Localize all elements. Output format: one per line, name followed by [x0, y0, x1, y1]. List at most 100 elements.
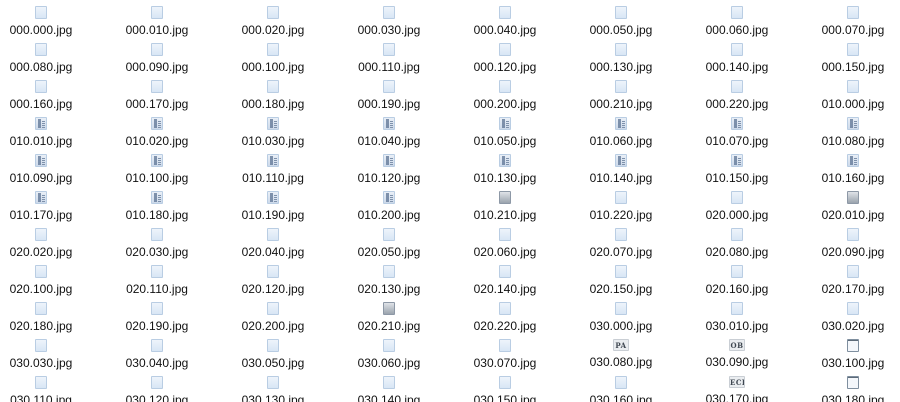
file-item[interactable]: 000.110.jpg — [331, 41, 447, 78]
image-thumbnail-icon — [267, 154, 279, 167]
file-item[interactable]: 020.180.jpg — [0, 300, 99, 337]
file-item[interactable]: 030.110.jpg — [0, 374, 99, 402]
file-item[interactable]: 020.170.jpg — [795, 263, 900, 300]
file-item[interactable]: 000.080.jpg — [0, 41, 99, 78]
file-item[interactable]: 000.220.jpg — [679, 78, 795, 115]
file-item[interactable]: 000.190.jpg — [331, 78, 447, 115]
file-item[interactable]: 020.070.jpg — [563, 226, 679, 263]
file-item[interactable]: PA 030.080.jpg — [563, 337, 679, 374]
file-item[interactable]: 020.200.jpg — [215, 300, 331, 337]
file-item[interactable]: 030.160.jpg — [563, 374, 679, 402]
file-item[interactable]: 010.140.jpg — [563, 152, 679, 189]
file-item[interactable]: 000.160.jpg — [0, 78, 99, 115]
file-item[interactable]: 020.110.jpg — [99, 263, 215, 300]
file-item[interactable]: 030.150.jpg — [447, 374, 563, 402]
file-item[interactable]: OB 030.090.jpg — [679, 337, 795, 374]
file-item[interactable]: 000.090.jpg — [99, 41, 215, 78]
file-item[interactable]: 000.150.jpg — [795, 41, 900, 78]
file-name: 000.110.jpg — [358, 60, 420, 74]
file-item[interactable]: 030.120.jpg — [99, 374, 215, 402]
file-item[interactable]: 010.110.jpg — [215, 152, 331, 189]
file-item[interactable]: 020.100.jpg — [0, 263, 99, 300]
file-item[interactable]: 010.020.jpg — [99, 115, 215, 152]
file-name: 020.030.jpg — [125, 245, 189, 259]
file-item[interactable]: 020.090.jpg — [795, 226, 900, 263]
file-name: 030.130.jpg — [241, 393, 305, 402]
file-name: 030.030.jpg — [9, 356, 73, 370]
file-item[interactable]: 030.180.jpg — [795, 374, 900, 402]
file-item[interactable]: 030.130.jpg — [215, 374, 331, 402]
file-item[interactable]: 000.030.jpg — [331, 4, 447, 41]
file-item[interactable]: 020.080.jpg — [679, 226, 795, 263]
image-thumbnail-icon — [499, 302, 511, 315]
file-item[interactable]: 030.060.jpg — [331, 337, 447, 374]
file-item[interactable]: 010.130.jpg — [447, 152, 563, 189]
file-item[interactable]: 000.060.jpg — [679, 4, 795, 41]
file-item[interactable]: 020.210.jpg — [331, 300, 447, 337]
file-item[interactable]: 020.060.jpg — [447, 226, 563, 263]
file-item[interactable]: 030.070.jpg — [447, 337, 563, 374]
file-item[interactable]: 000.020.jpg — [215, 4, 331, 41]
file-item[interactable]: 010.040.jpg — [331, 115, 447, 152]
file-name: 030.080.jpg — [589, 355, 653, 369]
file-item[interactable]: 010.150.jpg — [679, 152, 795, 189]
file-item[interactable]: 010.050.jpg — [447, 115, 563, 152]
file-item[interactable]: 010.000.jpg — [795, 78, 900, 115]
file-item[interactable]: 030.140.jpg — [331, 374, 447, 402]
file-item[interactable]: 030.040.jpg — [99, 337, 215, 374]
file-item[interactable]: 030.030.jpg — [0, 337, 99, 374]
file-item[interactable]: 030.010.jpg — [679, 300, 795, 337]
file-item[interactable]: 010.010.jpg — [0, 115, 99, 152]
file-item[interactable]: 030.050.jpg — [215, 337, 331, 374]
file-item[interactable]: 010.080.jpg — [795, 115, 900, 152]
file-item[interactable]: 010.220.jpg — [563, 189, 679, 226]
file-item[interactable]: 020.160.jpg — [679, 263, 795, 300]
file-item[interactable]: 020.010.jpg — [795, 189, 900, 226]
file-item[interactable]: 000.040.jpg — [447, 4, 563, 41]
file-item[interactable]: 010.170.jpg — [0, 189, 99, 226]
file-name: 030.010.jpg — [705, 319, 769, 333]
file-item[interactable]: ECI 030.170.jpg — [679, 374, 795, 402]
image-thumbnail-icon — [151, 339, 163, 352]
file-name: 020.000.jpg — [705, 208, 769, 222]
file-item[interactable]: 010.090.jpg — [0, 152, 99, 189]
file-item[interactable]: 000.180.jpg — [215, 78, 331, 115]
file-item[interactable]: 020.220.jpg — [447, 300, 563, 337]
file-item[interactable]: 010.060.jpg — [563, 115, 679, 152]
image-thumbnail-icon — [267, 302, 279, 315]
file-item[interactable]: 000.140.jpg — [679, 41, 795, 78]
file-item[interactable]: 000.100.jpg — [215, 41, 331, 78]
file-item[interactable]: 020.040.jpg — [215, 226, 331, 263]
file-item[interactable]: 000.050.jpg — [563, 4, 679, 41]
file-item[interactable]: 010.070.jpg — [679, 115, 795, 152]
file-item[interactable]: 020.020.jpg — [0, 226, 99, 263]
file-item[interactable]: 000.070.jpg — [795, 4, 900, 41]
file-item[interactable]: 020.000.jpg — [679, 189, 795, 226]
file-item[interactable]: 020.150.jpg — [563, 263, 679, 300]
file-item[interactable]: 000.170.jpg — [99, 78, 215, 115]
file-item[interactable]: 010.180.jpg — [99, 189, 215, 226]
file-item[interactable]: 000.200.jpg — [447, 78, 563, 115]
file-item[interactable]: 000.130.jpg — [563, 41, 679, 78]
file-item[interactable]: 030.000.jpg — [563, 300, 679, 337]
file-item[interactable]: 020.190.jpg — [99, 300, 215, 337]
file-item[interactable]: 010.120.jpg — [331, 152, 447, 189]
file-item[interactable]: 030.020.jpg — [795, 300, 900, 337]
file-item[interactable]: 000.000.jpg — [0, 4, 99, 41]
file-item[interactable]: 010.210.jpg — [447, 189, 563, 226]
file-item[interactable]: 020.030.jpg — [99, 226, 215, 263]
file-item[interactable]: 000.010.jpg — [99, 4, 215, 41]
file-item[interactable]: 020.140.jpg — [447, 263, 563, 300]
file-item[interactable]: 020.130.jpg — [331, 263, 447, 300]
file-item[interactable]: 010.100.jpg — [99, 152, 215, 189]
file-item[interactable]: 030.100.jpg — [795, 337, 900, 374]
file-item[interactable]: 010.200.jpg — [331, 189, 447, 226]
file-name: 000.090.jpg — [125, 60, 189, 74]
file-item[interactable]: 010.190.jpg — [215, 189, 331, 226]
file-item[interactable]: 020.050.jpg — [331, 226, 447, 263]
file-item[interactable]: 020.120.jpg — [215, 263, 331, 300]
file-item[interactable]: 010.160.jpg — [795, 152, 900, 189]
file-item[interactable]: 000.210.jpg — [563, 78, 679, 115]
file-item[interactable]: 000.120.jpg — [447, 41, 563, 78]
file-item[interactable]: 010.030.jpg — [215, 115, 331, 152]
